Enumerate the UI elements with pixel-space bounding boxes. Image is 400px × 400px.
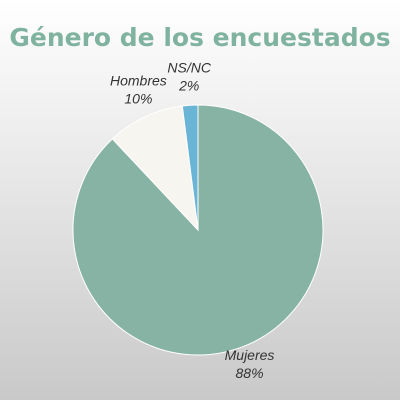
chart-title: Género de los encuestados [9,23,390,52]
slice-label: Hombres [110,72,167,88]
slice-value-label: 2% [178,77,199,93]
slice-label: NS/NC [167,59,211,75]
pie-slice [111,105,199,232]
pie-slice [181,104,199,231]
slice-label: Mujeres [225,347,275,363]
pie-slice [72,104,324,356]
slice-value-label: 10% [124,90,152,106]
slice-value-label: 88% [236,365,264,381]
